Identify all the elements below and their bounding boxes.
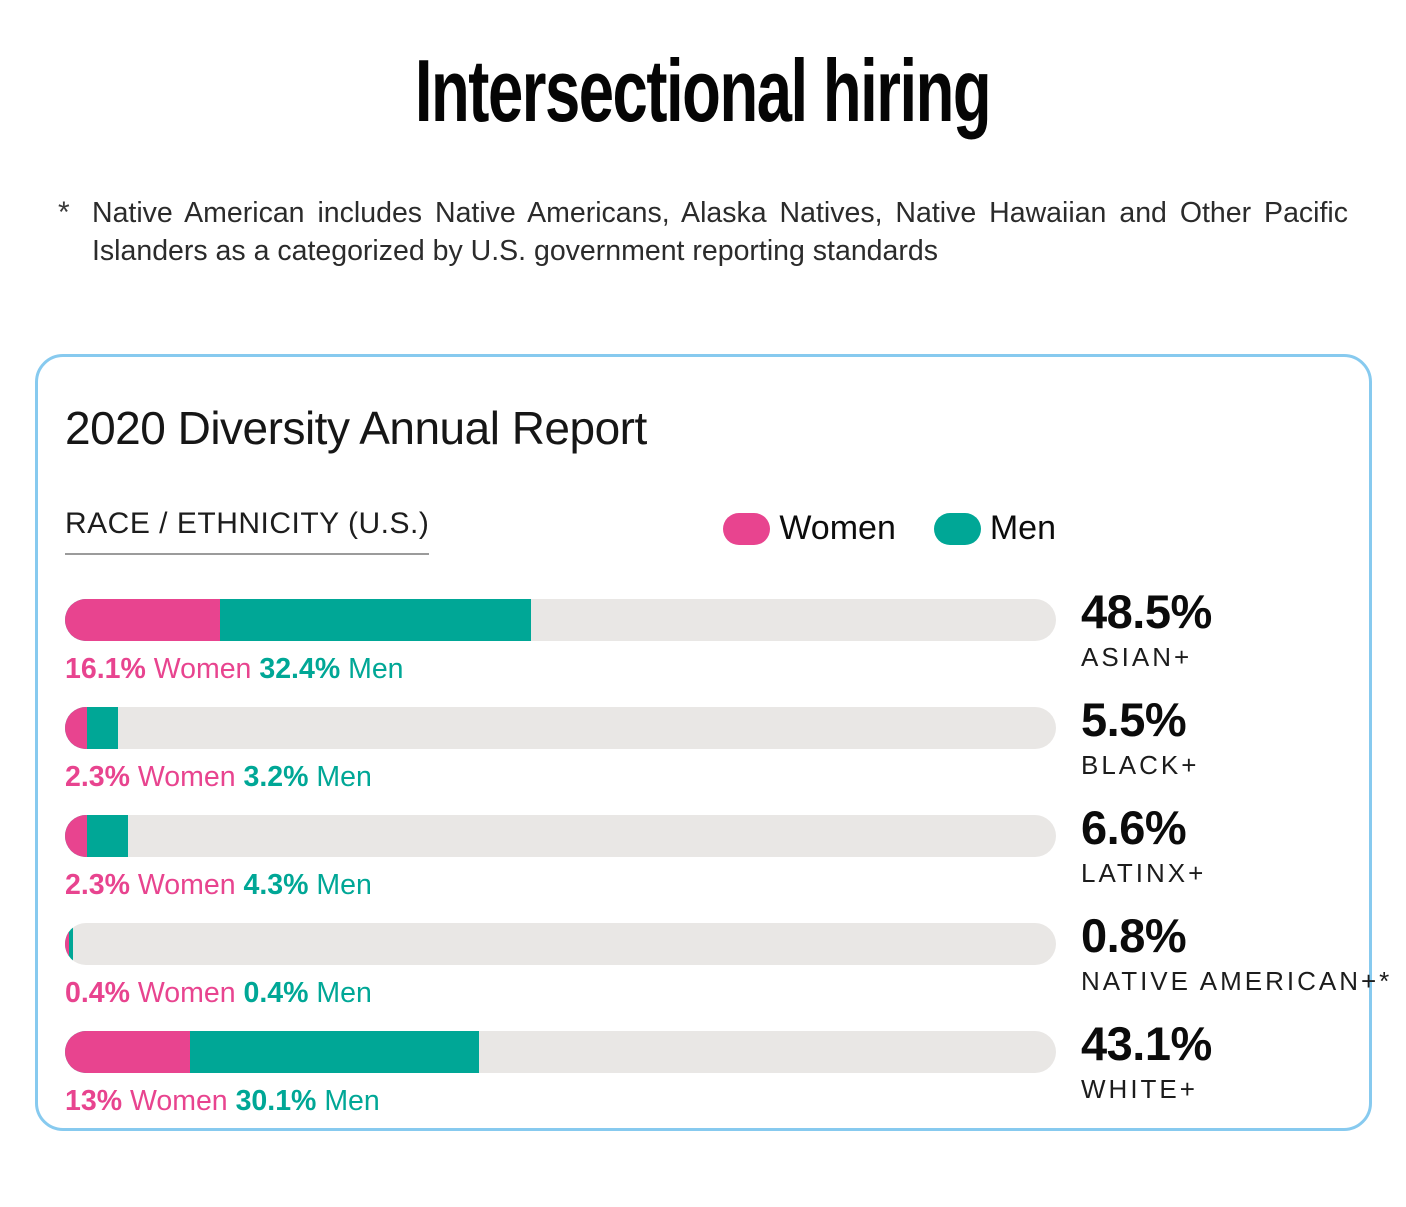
category-label: LATINX+ xyxy=(1081,858,1207,888)
women-bar-segment xyxy=(65,815,88,857)
report-card: 2020 Diversity Annual Report RACE / ETHN… xyxy=(35,354,1389,1131)
men-word: Men xyxy=(316,761,372,793)
bar-column: 0.4% Women 0.4% Men xyxy=(65,923,1056,1008)
section-label: RACE / ETHNICITY (U.S.) xyxy=(65,507,430,555)
women-bar-segment xyxy=(65,599,220,641)
bar-column: 13% Women 30.1% Men xyxy=(65,1031,1056,1116)
men-value: 32.4% xyxy=(259,653,341,685)
men-value: 0.4% xyxy=(243,977,309,1009)
total-percent: 43.1% xyxy=(1081,1017,1212,1070)
bar-column: 2.3% Women 4.3% Men xyxy=(65,815,1056,900)
total-column: 43.1% WHITE+ xyxy=(1081,1017,1212,1105)
women-word: Women xyxy=(137,761,236,793)
card-title: 2020 Diversity Annual Report xyxy=(65,402,647,454)
men-word: Men xyxy=(348,653,404,685)
bar-track xyxy=(65,707,1056,749)
footnote: * Native American includes Native Americ… xyxy=(58,194,1348,270)
footnote-asterisk: * xyxy=(58,196,70,229)
section-header: RACE / ETHNICITY (U.S.) Women Men xyxy=(65,507,1056,555)
legend-label-men: Men xyxy=(989,509,1056,547)
chart-row: 13% Women 30.1% Men 43.1% WHITE+ xyxy=(65,1018,1369,1116)
bar-caption: 2.3% Women 4.3% Men xyxy=(65,870,1056,900)
bar-caption: 16.1% Women 32.4% Men xyxy=(65,654,1056,684)
women-bar-segment xyxy=(65,923,69,965)
category-label: WHITE+ xyxy=(1081,1074,1198,1104)
bar-track xyxy=(65,815,1056,857)
total-percent: 5.5% xyxy=(1081,693,1187,746)
bar-caption: 13% Women 30.1% Men xyxy=(65,1086,1056,1116)
women-value: 16.1% xyxy=(65,653,146,685)
category-label: NATIVE AMERICAN+* xyxy=(1081,966,1393,996)
bar-chart: 16.1% Women 32.4% Men 48.5% ASIAN+ 2.3% … xyxy=(65,586,1389,1116)
men-word: Men xyxy=(316,869,372,901)
total-column: 6.6% LATINX+ xyxy=(1081,801,1207,889)
women-word: Women xyxy=(153,653,252,685)
chart-row: 2.3% Women 3.2% Men 5.5% BLACK+ xyxy=(65,694,1369,792)
men-word: Men xyxy=(316,977,372,1009)
legend-label-women: Women xyxy=(779,509,896,547)
men-value: 3.2% xyxy=(243,761,309,793)
women-bar-segment xyxy=(65,707,88,749)
bar-track xyxy=(65,599,1056,641)
total-column: 0.8% NATIVE AMERICAN+* xyxy=(1081,909,1393,997)
bar-column: 2.3% Women 3.2% Men xyxy=(65,707,1056,792)
category-label: ASIAN+ xyxy=(1081,642,1193,672)
bar-caption: 0.4% Women 0.4% Men xyxy=(65,978,1056,1008)
total-percent: 48.5% xyxy=(1081,585,1212,638)
page-header: Intersectional hiring xyxy=(0,40,1406,142)
total-column: 5.5% BLACK+ xyxy=(1081,693,1200,781)
legend-item-women: Women xyxy=(723,509,896,548)
footnote-text: Native American includes Native American… xyxy=(92,197,1348,267)
legend-item-men: Men xyxy=(933,509,1056,548)
bar-track xyxy=(65,923,1056,965)
women-swatch-icon xyxy=(723,512,771,545)
chart-row: 2.3% Women 4.3% Men 6.6% LATINX+ xyxy=(65,802,1369,900)
category-label: BLACK+ xyxy=(1081,750,1200,780)
men-word: Men xyxy=(324,1085,380,1117)
men-value: 4.3% xyxy=(243,869,309,901)
women-word: Women xyxy=(137,977,236,1009)
women-word: Women xyxy=(129,1085,228,1117)
page-title: Intersectional hiring xyxy=(415,41,992,140)
bar-caption: 2.3% Women 3.2% Men xyxy=(65,762,1056,792)
women-value: 2.3% xyxy=(65,869,130,901)
chart-row: 0.4% Women 0.4% Men 0.8% NATIVE AMERICAN… xyxy=(65,910,1389,1008)
bar-track xyxy=(65,1031,1056,1073)
women-value: 2.3% xyxy=(65,761,130,793)
men-swatch-icon xyxy=(933,512,981,545)
bar-column: 16.1% Women 32.4% Men xyxy=(65,599,1056,684)
men-value: 30.1% xyxy=(235,1085,317,1117)
total-percent: 6.6% xyxy=(1081,801,1187,854)
women-value: 13% xyxy=(65,1085,123,1117)
chart-row: 16.1% Women 32.4% Men 48.5% ASIAN+ xyxy=(65,586,1369,684)
women-bar-segment xyxy=(65,1031,190,1073)
total-percent: 0.8% xyxy=(1081,909,1187,962)
legend: Women Men xyxy=(723,509,1056,548)
men-bar-segment xyxy=(65,923,73,965)
total-column: 48.5% ASIAN+ xyxy=(1081,585,1212,673)
women-word: Women xyxy=(137,869,236,901)
women-value: 0.4% xyxy=(65,977,130,1009)
